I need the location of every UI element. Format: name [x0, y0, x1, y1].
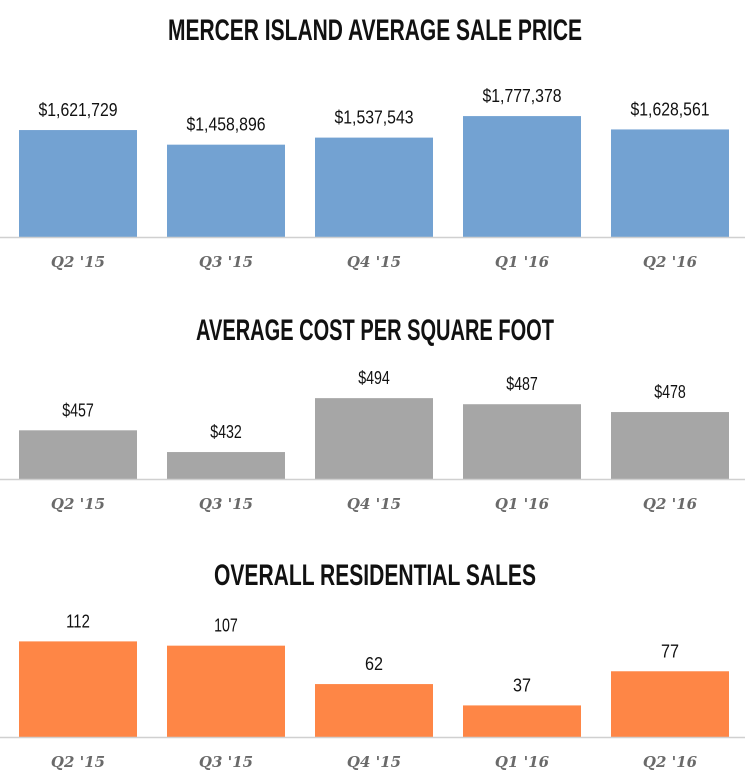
- data-label: 62: [365, 654, 383, 674]
- data-label: 112: [66, 611, 90, 631]
- data-label: 107: [214, 616, 238, 636]
- chart-3: OVERALL RESIDENTIAL SALES 112 Q2 '15 107 Q3 …: [0, 559, 745, 771]
- bar: [19, 430, 137, 479]
- chart-2: AVERAGE COST PER SQUARE FOOT $457 Q2 '15 $4…: [0, 314, 745, 513]
- bar: [463, 116, 581, 237]
- category-label: Q4 '15: [347, 753, 401, 771]
- bar: [611, 671, 729, 737]
- category-label: Q1 '16: [495, 753, 550, 771]
- chart-title: AVERAGE COST PER SQUARE FOOT: [196, 314, 554, 347]
- data-label: $478: [654, 382, 686, 402]
- category-label: Q1 '16: [495, 495, 550, 513]
- category-label: Q2 '15: [51, 495, 105, 513]
- data-label: $1,628,561: [631, 99, 710, 119]
- chart-title: MERCER ISLAND AVERAGE SALE PRICE: [168, 14, 582, 47]
- category-label: Q1 '16: [495, 253, 550, 271]
- data-label: $1,537,543: [335, 108, 414, 128]
- bar: [463, 404, 581, 479]
- bar: [19, 130, 137, 237]
- category-label: Q2 '16: [643, 495, 698, 513]
- bar: [19, 641, 137, 737]
- chart-1: MERCER ISLAND AVERAGE SALE PRICE $1,621,7…: [0, 14, 745, 271]
- data-label: $1,777,378: [483, 86, 562, 106]
- bar: [611, 412, 729, 479]
- data-label: $494: [358, 368, 390, 388]
- bar: [315, 684, 433, 737]
- category-label: Q4 '15: [347, 495, 401, 513]
- category-label: Q2 '16: [643, 253, 698, 271]
- data-label: 37: [513, 675, 531, 695]
- chart-title: OVERALL RESIDENTIAL SALES: [214, 559, 536, 592]
- data-label: $487: [506, 374, 538, 394]
- category-label: Q4 '15: [347, 253, 401, 271]
- data-label: $432: [210, 422, 242, 442]
- bar: [167, 645, 285, 737]
- bar: [611, 129, 729, 237]
- data-label: $457: [62, 400, 94, 420]
- category-label: Q3 '15: [199, 495, 253, 513]
- category-label: Q3 '15: [199, 753, 253, 771]
- bar: [315, 137, 433, 237]
- category-label: Q2 '16: [643, 753, 698, 771]
- bar: [167, 452, 285, 479]
- bar: [315, 398, 433, 479]
- category-label: Q3 '15: [199, 253, 253, 271]
- data-label: 77: [661, 641, 679, 661]
- bar: [463, 705, 581, 737]
- category-label: Q2 '15: [51, 753, 105, 771]
- category-label: Q2 '15: [51, 253, 105, 271]
- data-label: $1,621,729: [39, 100, 118, 120]
- bar: [167, 144, 285, 237]
- data-label: $1,458,896: [187, 115, 266, 135]
